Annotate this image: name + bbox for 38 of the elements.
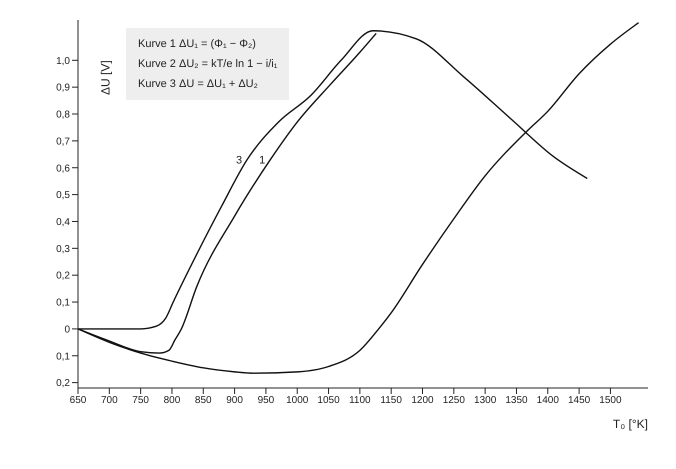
y-tick-label: 0,2 — [56, 378, 70, 390]
x-tick-label: 1200 — [411, 395, 434, 406]
y-tick-label: 0,4 — [56, 217, 70, 228]
x-axis-title: T₀ [°K] — [612, 417, 648, 431]
y-tick-label: 0,1 — [56, 298, 70, 309]
x-tick-label: 750 — [132, 395, 150, 406]
y-tick-label: 1,0 — [56, 56, 70, 67]
annotation: Kurve 2 ΔU₂ = kT/e ln 1 − i/i₁ — [138, 57, 278, 72]
y-axis-title: ΔU [V] — [98, 60, 113, 95]
x-tick-label: 1050 — [317, 395, 340, 406]
annotation: 1 — [259, 154, 266, 167]
y-tick-label: 0,2 — [56, 270, 70, 282]
x-tick-label: 850 — [194, 395, 212, 406]
x-tick-label: 1450 — [568, 395, 591, 406]
x-tick-label: 1250 — [442, 395, 466, 406]
annotation: 3 — [236, 154, 242, 167]
annotation: Kurve 3 ΔU = ΔU₁ + ΔU₂ — [138, 77, 259, 92]
x-tick-label: 1100 — [349, 395, 372, 406]
x-tick-label: 950 — [258, 395, 275, 406]
x-tick-label: 800 — [164, 395, 181, 406]
x-tick-label: 1300 — [474, 395, 497, 406]
y-tick-label: 0,8 — [56, 110, 70, 121]
x-tick-label: 1500 — [599, 395, 622, 406]
y-tick-label: 0,3 — [56, 244, 70, 255]
y-tick-label: 0,6 — [56, 163, 70, 174]
x-tick-label: 700 — [100, 395, 118, 406]
x-tick-label: 900 — [226, 395, 244, 406]
y-tick-label: 0,7 — [56, 136, 70, 148]
x-tick-label: 650 — [70, 395, 87, 406]
y-tick-label: 0,5 — [56, 190, 70, 202]
x-tick-label: 1400 — [536, 395, 560, 406]
x-tick-label: 1000 — [286, 395, 309, 406]
annotation: Kurve 1 ΔU₁ = (Φ₁ − Φ₂) — [138, 37, 257, 52]
x-tick-label: 1350 — [505, 395, 528, 406]
y-tick-label: 0,9 — [56, 82, 70, 94]
x-tick-label: 1150 — [380, 395, 402, 406]
y-tick-label: 0 — [64, 324, 70, 336]
y-tick-label: 0,1 — [56, 351, 70, 362]
